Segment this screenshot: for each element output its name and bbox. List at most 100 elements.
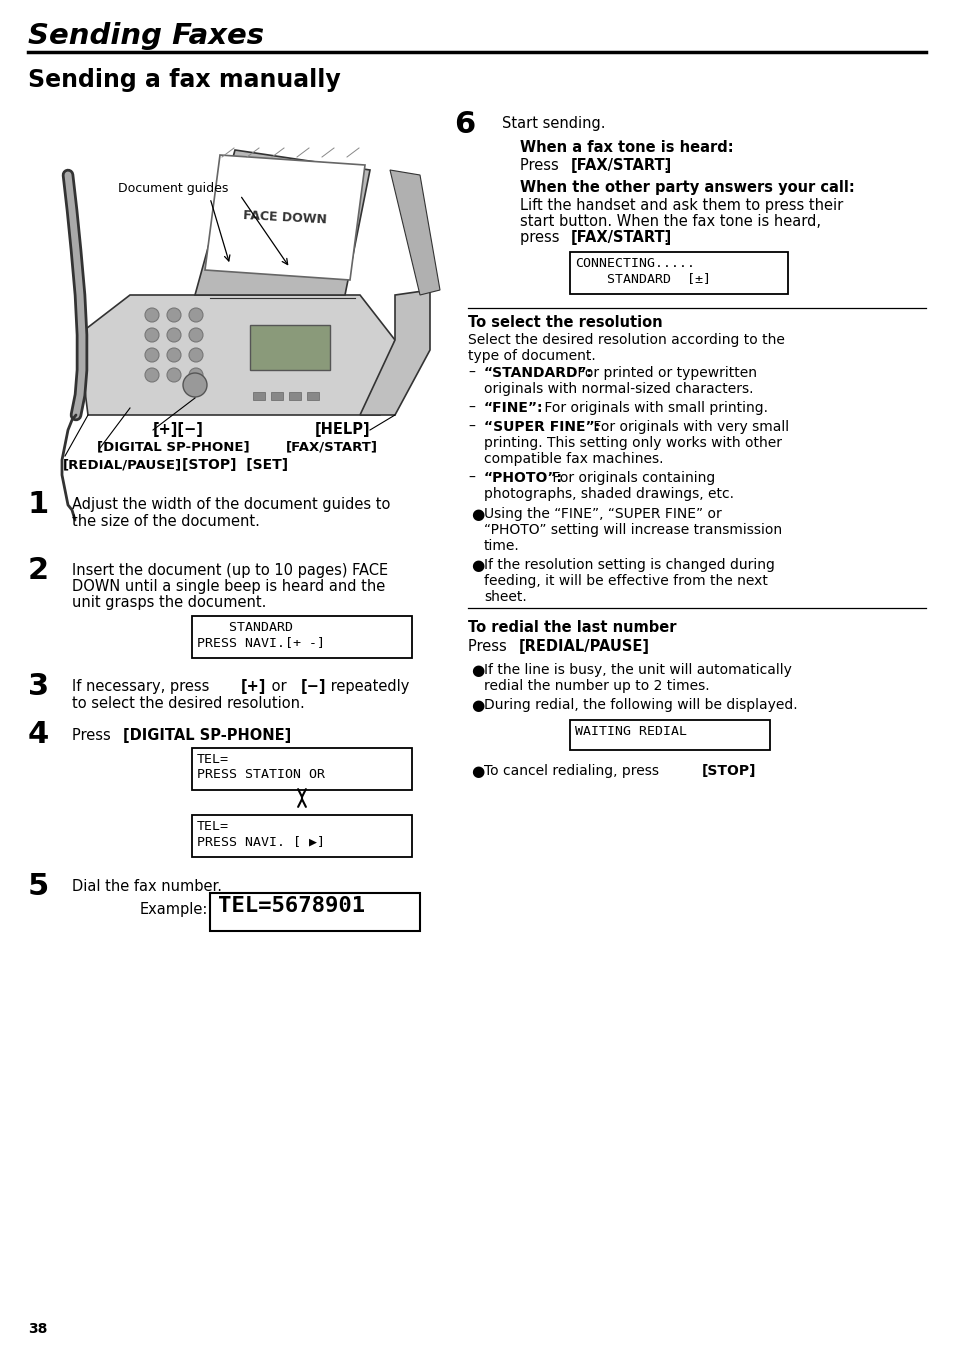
- Text: To cancel redialing, press: To cancel redialing, press: [483, 764, 662, 778]
- Text: [−]: [−]: [300, 679, 326, 694]
- Text: –: –: [468, 367, 475, 380]
- Bar: [192, 816, 412, 857]
- Polygon shape: [390, 170, 439, 295]
- Text: time.: time.: [483, 539, 519, 553]
- Text: printing. This setting only works with other: printing. This setting only works with o…: [483, 435, 781, 450]
- Text: When the other party answers your call:: When the other party answers your call:: [519, 181, 854, 195]
- Text: to select the desired resolution.: to select the desired resolution.: [71, 696, 304, 710]
- Text: Document guides: Document guides: [118, 182, 228, 195]
- Text: For originals with very small: For originals with very small: [588, 421, 788, 434]
- Text: type of document.: type of document.: [468, 349, 595, 363]
- Circle shape: [189, 328, 203, 342]
- Polygon shape: [205, 155, 365, 280]
- Bar: [210, 892, 419, 931]
- Text: Lift the handset and ask them to press their: Lift the handset and ask them to press t…: [519, 198, 842, 213]
- Text: Insert the document (up to 10 pages) FACE: Insert the document (up to 10 pages) FAC…: [71, 563, 388, 578]
- Circle shape: [189, 307, 203, 322]
- Text: .: .: [749, 764, 754, 778]
- Text: start button. When the fax tone is heard,: start button. When the fax tone is heard…: [519, 214, 821, 229]
- Text: “STANDARD”:: “STANDARD”:: [483, 367, 593, 380]
- Text: [STOP]  [SET]: [STOP] [SET]: [182, 458, 288, 472]
- Bar: [307, 392, 318, 400]
- Text: Select the desired resolution according to the: Select the desired resolution according …: [468, 333, 784, 346]
- Text: .: .: [274, 728, 279, 743]
- Text: .: .: [663, 158, 668, 173]
- Polygon shape: [194, 150, 370, 295]
- Text: For printed or typewritten: For printed or typewritten: [572, 367, 756, 380]
- Text: [REDIAL/PAUSE]: [REDIAL/PAUSE]: [518, 639, 649, 654]
- Text: [DIGITAL SP-PHONE]: [DIGITAL SP-PHONE]: [123, 728, 291, 743]
- Text: 2: 2: [28, 555, 49, 585]
- Text: Sending a fax manually: Sending a fax manually: [28, 67, 340, 92]
- Text: .: .: [663, 231, 668, 245]
- Text: [REDIAL/PAUSE]: [REDIAL/PAUSE]: [63, 458, 182, 470]
- Text: For originals with small printing.: For originals with small printing.: [539, 400, 767, 415]
- Text: “SUPER FINE”:: “SUPER FINE”:: [483, 421, 599, 434]
- Text: [FAX/START]: [FAX/START]: [570, 158, 671, 173]
- Text: CONNECTING.....
    STANDARD  [±]: CONNECTING..... STANDARD [±]: [575, 257, 710, 284]
- Circle shape: [145, 328, 159, 342]
- Polygon shape: [359, 290, 430, 415]
- Text: 5: 5: [28, 872, 50, 900]
- Text: TEL=
PRESS STATION OR: TEL= PRESS STATION OR: [196, 754, 325, 780]
- Text: originals with normal-sized characters.: originals with normal-sized characters.: [483, 381, 753, 396]
- Text: .: .: [637, 639, 641, 654]
- Text: –: –: [468, 421, 475, 434]
- Circle shape: [167, 307, 181, 322]
- Text: unit grasps the document.: unit grasps the document.: [71, 594, 266, 611]
- Text: ●: ●: [471, 764, 484, 779]
- Text: If necessary, press: If necessary, press: [71, 679, 213, 694]
- Text: [DIGITAL SP-PHONE]: [DIGITAL SP-PHONE]: [97, 439, 250, 453]
- Text: ●: ●: [471, 558, 484, 573]
- Text: feeding, it will be effective from the next: feeding, it will be effective from the n…: [483, 574, 767, 588]
- Bar: [569, 720, 769, 749]
- Text: STANDARD
PRESS NAVI.[+ -]: STANDARD PRESS NAVI.[+ -]: [196, 621, 325, 648]
- Text: Sending Faxes: Sending Faxes: [28, 22, 264, 50]
- Text: or: or: [266, 679, 291, 694]
- Text: [FAX/START]: [FAX/START]: [570, 231, 671, 245]
- Text: ●: ●: [471, 663, 484, 678]
- Bar: [253, 392, 265, 400]
- Text: TEL=
PRESS NAVI. [ ▶]: TEL= PRESS NAVI. [ ▶]: [196, 820, 325, 848]
- Text: [FAX/START]: [FAX/START]: [286, 439, 377, 453]
- Circle shape: [145, 348, 159, 363]
- Text: FACE DOWN: FACE DOWN: [243, 209, 327, 226]
- Text: If the line is busy, the unit will automatically: If the line is busy, the unit will autom…: [483, 663, 791, 677]
- Text: ●: ●: [471, 698, 484, 713]
- Text: During redial, the following will be displayed.: During redial, the following will be dis…: [483, 698, 797, 712]
- Text: If the resolution setting is changed during: If the resolution setting is changed dur…: [483, 558, 774, 572]
- Text: [STOP]: [STOP]: [700, 764, 755, 778]
- Text: To select the resolution: To select the resolution: [468, 315, 662, 330]
- Circle shape: [189, 348, 203, 363]
- Text: 1: 1: [28, 491, 50, 519]
- Text: [+]: [+]: [241, 679, 266, 694]
- Text: “PHOTO” setting will increase transmission: “PHOTO” setting will increase transmissi…: [483, 523, 781, 537]
- Bar: [569, 252, 787, 294]
- Text: Using the “FINE”, “SUPER FINE” or: Using the “FINE”, “SUPER FINE” or: [483, 507, 721, 520]
- Circle shape: [167, 368, 181, 381]
- Text: repeatedly: repeatedly: [325, 679, 409, 694]
- Text: Press: Press: [519, 158, 563, 173]
- Text: 4: 4: [28, 720, 50, 749]
- Text: Adjust the width of the document guides to
the size of the document.: Adjust the width of the document guides …: [71, 497, 390, 530]
- Text: Press: Press: [468, 639, 511, 654]
- Text: 38: 38: [28, 1322, 48, 1336]
- Bar: [192, 616, 412, 658]
- Text: Dial the fax number.: Dial the fax number.: [71, 879, 222, 894]
- Text: photographs, shaded drawings, etc.: photographs, shaded drawings, etc.: [483, 487, 733, 501]
- Text: TEL=5678901: TEL=5678901: [218, 896, 365, 917]
- Text: 3: 3: [28, 673, 49, 701]
- Circle shape: [145, 368, 159, 381]
- Bar: [271, 392, 283, 400]
- Text: DOWN until a single beep is heard and the: DOWN until a single beep is heard and th…: [71, 580, 385, 594]
- Circle shape: [167, 348, 181, 363]
- Text: –: –: [468, 470, 475, 485]
- Text: Example:: Example:: [140, 902, 208, 917]
- Polygon shape: [78, 295, 395, 415]
- Text: To redial the last number: To redial the last number: [468, 620, 676, 635]
- Text: [+][−]: [+][−]: [152, 422, 204, 437]
- Text: –: –: [468, 400, 475, 415]
- Circle shape: [183, 373, 207, 398]
- Text: sheet.: sheet.: [483, 590, 526, 604]
- Text: For originals containing: For originals containing: [548, 470, 715, 485]
